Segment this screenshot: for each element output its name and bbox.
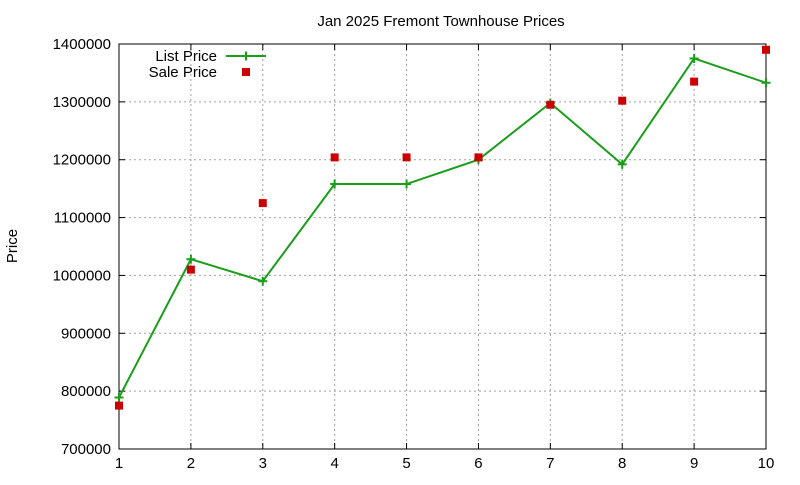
y-axis-label: Price <box>4 229 21 263</box>
x-tick-label: 2 <box>187 455 195 472</box>
data-point <box>762 45 770 54</box>
data-point <box>617 159 627 169</box>
series-plus-group <box>114 53 771 403</box>
data-point <box>115 401 123 410</box>
y-tick-label: 800000 <box>61 383 111 400</box>
x-tick-label: 6 <box>474 455 482 472</box>
data-point <box>402 153 411 162</box>
y-tick-label: 1300000 <box>53 94 111 111</box>
series-line <box>118 57 767 398</box>
data-point <box>761 78 771 88</box>
x-tick-label: 1 <box>115 455 123 472</box>
legend-label: Sale Price <box>149 64 217 81</box>
x-tick-label: 9 <box>690 455 698 472</box>
x-tick-label: 5 <box>402 455 410 472</box>
y-tick-label: 1100000 <box>54 210 111 227</box>
legend-label: List Price <box>155 48 217 65</box>
data-point <box>330 179 340 189</box>
data-point <box>330 153 339 162</box>
y-tick-label: 1200000 <box>53 152 111 169</box>
grid-layer <box>119 44 766 449</box>
x-tick-label: 10 <box>758 455 775 472</box>
x-tick-label: 7 <box>546 455 554 472</box>
y-tick-label: 1000000 <box>53 267 111 284</box>
data-point <box>402 179 412 189</box>
x-tick-label: 4 <box>330 455 338 472</box>
data-point <box>689 53 699 63</box>
axis-layer: 1 2 3 4 5 6 7 8 9 10 700000 800000 900000 1000000 1100… <box>53 36 775 472</box>
data-point <box>618 96 627 105</box>
data-point <box>546 100 555 109</box>
data-point <box>258 199 267 208</box>
data-point <box>258 276 268 286</box>
data-point <box>474 153 483 162</box>
legend-marker <box>241 51 251 61</box>
series-square-group <box>115 45 770 410</box>
data-point <box>186 265 195 274</box>
legend-marker <box>242 68 250 76</box>
x-tick-label: 3 <box>259 455 267 472</box>
data-point <box>114 393 124 403</box>
y-tick-label: 1400000 <box>53 36 111 53</box>
y-tick-label: 900000 <box>61 325 111 342</box>
x-tick-label: 8 <box>618 455 626 472</box>
y-tick-label: 700000 <box>61 441 111 458</box>
plot-frame <box>118 43 767 450</box>
series-layer <box>114 45 771 410</box>
data-point <box>186 254 196 264</box>
data-point <box>690 77 699 86</box>
chart-title: Jan 2025 Fremont Townhouse Prices <box>317 13 564 30</box>
